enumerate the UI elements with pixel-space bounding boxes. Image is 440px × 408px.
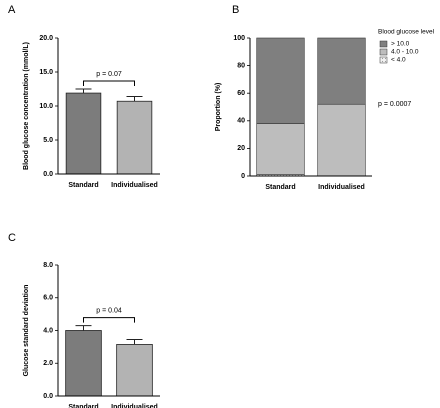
legend-label: < 4.0 [391,57,406,64]
bar [116,344,153,397]
bar-segment [317,103,366,177]
y-tick-label: 5.0 [43,137,53,144]
annotation: p = 0.0007 [378,101,411,108]
y-axis-label: Proportion (%) [215,83,222,132]
x-tick-label: Individualised [111,182,158,189]
y-tick-label: 60 [237,90,245,97]
y-tick-label: 2.0 [43,360,53,367]
y-tick-label: 4.0 [43,327,53,334]
error-bar [126,339,143,345]
y-axis-label: Glucose standard deviation [23,285,30,377]
legend-swatch [379,48,388,56]
bar-segment [256,123,305,175]
bar-segment [317,37,366,105]
significance-bracket [83,317,135,323]
legend-label: 4.0 - 10.0 [391,49,419,56]
y-tick-label: 100 [233,35,245,42]
y-tick-label: 0 [241,173,245,180]
y-tick-label: 10.0 [39,103,53,110]
y-tick-label: 80 [237,62,245,69]
x-tick-label: Standard [68,404,98,408]
x-tick-label: Individualised [318,184,365,191]
legend-swatch [379,56,388,64]
significance-bracket [83,80,135,86]
y-tick-label: 6.0 [43,295,53,302]
legend-swatch [379,40,388,48]
annotation: p = 0.07 [96,71,122,78]
y-tick-label: 15.0 [39,69,53,76]
y-tick-label: 20 [237,145,245,152]
legend-title: Blood glucose level [378,29,435,36]
error-bar [75,88,92,94]
error-bar [126,95,143,102]
legend-label: > 10.0 [391,41,410,48]
annotation: p = 0.04 [96,307,122,314]
y-tick-label: 20.0 [39,35,53,42]
y-tick-label: 0.0 [43,171,53,178]
panel-label: C [8,232,16,244]
y-tick-label: 40 [237,118,245,125]
panel-label: A [8,4,16,16]
y-axis-label: Blood glucose concentration (mmol/L) [23,42,30,170]
x-tick-label: Standard [265,184,295,191]
error-bar [75,325,92,331]
y-tick-label: 8.0 [43,262,53,269]
x-tick-label: Individualised [111,404,158,408]
bar [65,92,102,175]
x-tick-label: Standard [68,182,98,189]
panel-label: B [232,4,239,16]
bar-segment [256,37,305,124]
y-tick-label: 0.0 [43,393,53,400]
bar [116,100,153,175]
bar [65,330,102,397]
